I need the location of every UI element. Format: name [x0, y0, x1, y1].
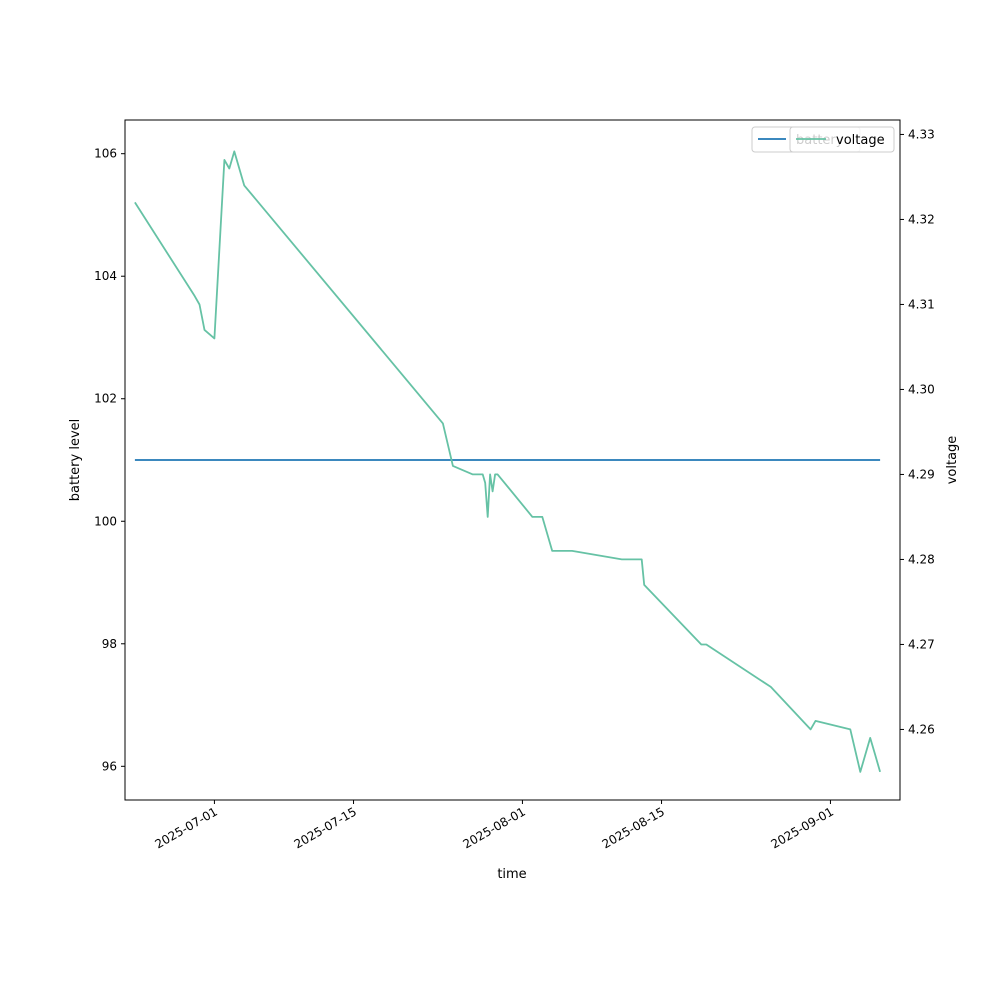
y-right-tick-label: 4.30 [908, 382, 935, 396]
legend-voltage: voltage [789, 126, 895, 153]
legend-box [789, 126, 895, 153]
y-axis-left: 96 98 100 102 104 106 [94, 147, 125, 773]
y-right-tick-label: 4.26 [908, 722, 935, 736]
x-tick-label: 2025-08-01 [461, 804, 528, 851]
y-left-tick-label: 104 [94, 269, 117, 283]
x-axis: 2025-07-01 2025-07-15 2025-08-01 2025-08-15… [153, 800, 836, 851]
y-right-tick-label: 4.27 [908, 637, 935, 651]
y-left-tick-label: 96 [102, 759, 117, 773]
x-tick-label: 2025-09-01 [769, 804, 836, 851]
y-left-tick-label: 102 [94, 392, 117, 406]
y-right-tick-label: 4.31 [908, 297, 935, 311]
legend-label-voltage: voltage [836, 133, 885, 148]
y-left-tick-label: 106 [94, 147, 117, 161]
x-axis-label: time [497, 867, 526, 882]
plot-frame [124, 119, 901, 801]
x-tick-label: 2025-08-15 [600, 804, 667, 851]
y-axis-left-label: battery level [68, 419, 83, 502]
x-tick-label: 2025-07-01 [153, 804, 220, 851]
y-left-tick-label: 100 [94, 514, 117, 528]
series-layer [134, 150, 881, 773]
y-right-tick-label: 4.33 [908, 127, 935, 141]
x-tick-label: 2025-07-15 [292, 804, 359, 851]
y-right-tick-label: 4.32 [908, 212, 935, 226]
y-axis-right: 4.26 4.27 4.28 4.29 4.30 4.31 4.32 4.33 [900, 127, 935, 736]
y-right-tick-label: 4.28 [908, 552, 935, 566]
y-right-tick-label: 4.29 [908, 467, 935, 481]
series-line-voltage [134, 150, 881, 773]
y-axis-right-label: voltage [945, 436, 960, 485]
y-left-tick-label: 98 [102, 637, 117, 651]
